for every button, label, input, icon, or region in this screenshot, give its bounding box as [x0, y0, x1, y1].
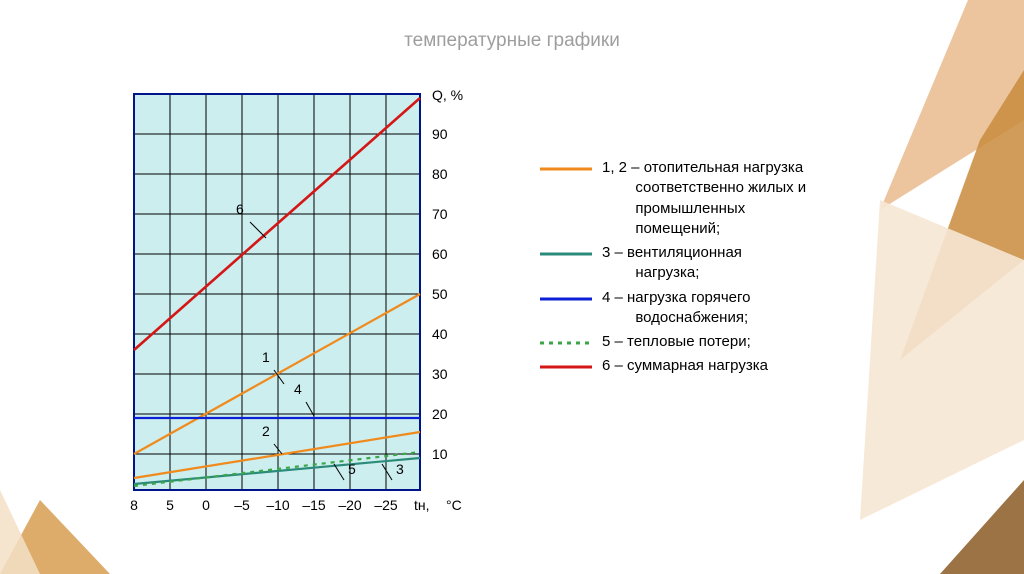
x-tick-label: –15	[302, 497, 326, 513]
x-tick-label: –5	[234, 497, 250, 513]
x-tick-label: –20	[338, 497, 362, 513]
series-label-1: 1	[262, 349, 270, 365]
series-label-4: 4	[294, 381, 302, 397]
y-axis-label: Q, %	[432, 88, 463, 103]
legend-text: 6 – суммарная нагрузка	[602, 356, 768, 376]
x-tick-label: 8	[130, 497, 138, 513]
x-tick-label: 5	[166, 497, 174, 513]
legend-item: 5 – тепловые потери;	[540, 332, 806, 352]
legend-swatch	[540, 247, 592, 261]
x-tick-label: 0	[202, 497, 210, 513]
legend-text: 1, 2 – отопительная нагрузка соответстве…	[602, 158, 806, 239]
y-tick-label: 10	[432, 446, 448, 462]
chart-svg: 123456908070605040302010Q, %850–5–10–15–…	[128, 88, 486, 526]
legend-swatch	[540, 360, 592, 374]
legend-item: 4 – нагрузка горячего водоснабжения;	[540, 288, 806, 329]
page-title-text: температурные графики	[404, 30, 620, 51]
x-axis-label: tн,	[414, 497, 430, 513]
y-tick-label: 60	[432, 246, 448, 262]
x-tick-label: –10	[266, 497, 290, 513]
legend-text: 4 – нагрузка горячего водоснабжения;	[602, 288, 751, 329]
legend-item: 3 – вентиляционная нагрузка;	[540, 243, 806, 284]
legend-text: 5 – тепловые потери;	[602, 332, 751, 352]
series-label-2: 2	[262, 423, 270, 439]
y-tick-label: 90	[432, 126, 448, 142]
x-tick-label: –25	[374, 497, 398, 513]
legend-swatch	[540, 336, 592, 350]
y-tick-label: 20	[432, 406, 448, 422]
chart: 123456908070605040302010Q, %850–5–10–15–…	[128, 88, 486, 531]
legend-swatch	[540, 292, 592, 306]
legend-swatch	[540, 162, 592, 176]
page-title: температурные графики	[0, 30, 1024, 52]
y-tick-label: 80	[432, 166, 448, 182]
series-label-5: 5	[348, 461, 356, 477]
y-tick-label: 70	[432, 206, 448, 222]
y-tick-label: 30	[432, 366, 448, 382]
y-tick-label: 50	[432, 286, 448, 302]
series-label-6: 6	[236, 201, 244, 217]
series-label-3: 3	[396, 461, 404, 477]
legend: 1, 2 – отопительная нагрузка соответстве…	[540, 158, 806, 381]
legend-item: 1, 2 – отопительная нагрузка соответстве…	[540, 158, 806, 239]
x-axis-unit: °C	[446, 497, 462, 513]
legend-item: 6 – суммарная нагрузка	[540, 356, 806, 376]
legend-text: 3 – вентиляционная нагрузка;	[602, 243, 742, 284]
y-tick-label: 40	[432, 326, 448, 342]
